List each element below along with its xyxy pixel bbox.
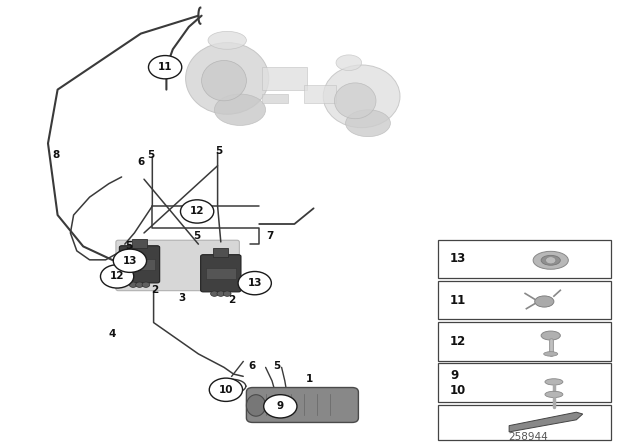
Bar — [124, 259, 155, 270]
Text: 11: 11 — [158, 62, 172, 72]
Text: 13: 13 — [248, 278, 262, 288]
Text: 4: 4 — [108, 329, 116, 339]
FancyBboxPatch shape — [246, 388, 358, 422]
Text: 258944: 258944 — [508, 432, 548, 442]
Text: 3: 3 — [179, 293, 186, 303]
Circle shape — [545, 257, 556, 264]
Text: 13: 13 — [123, 256, 137, 266]
Ellipse shape — [541, 331, 561, 340]
Text: 5: 5 — [147, 151, 155, 160]
Circle shape — [223, 291, 231, 297]
Circle shape — [217, 291, 225, 297]
Text: 2: 2 — [151, 285, 159, 295]
Ellipse shape — [186, 43, 269, 114]
Ellipse shape — [545, 379, 563, 385]
Ellipse shape — [323, 65, 400, 128]
FancyBboxPatch shape — [119, 246, 160, 283]
FancyBboxPatch shape — [116, 240, 239, 291]
Bar — [205, 268, 236, 279]
Text: 10: 10 — [219, 385, 233, 395]
Bar — [262, 67, 307, 90]
Bar — [438, 405, 611, 439]
Text: 8: 8 — [52, 151, 60, 160]
Text: 13: 13 — [450, 252, 466, 266]
Text: 9: 9 — [276, 401, 284, 411]
Circle shape — [142, 282, 150, 288]
FancyBboxPatch shape — [200, 254, 241, 292]
Bar — [262, 94, 288, 103]
Text: 1: 1 — [305, 374, 313, 383]
Ellipse shape — [336, 55, 362, 71]
Ellipse shape — [545, 391, 563, 397]
Text: 9
10: 9 10 — [450, 369, 466, 396]
Text: 5: 5 — [125, 241, 133, 250]
Ellipse shape — [541, 255, 561, 265]
Circle shape — [148, 56, 182, 79]
Circle shape — [136, 282, 143, 288]
Text: 7: 7 — [266, 231, 274, 241]
Circle shape — [113, 249, 147, 272]
Text: 12: 12 — [110, 271, 124, 281]
Ellipse shape — [208, 31, 246, 49]
Text: 12: 12 — [190, 207, 204, 216]
Ellipse shape — [334, 83, 376, 119]
Text: 11: 11 — [450, 293, 466, 307]
Bar — [438, 240, 611, 278]
Bar — [304, 85, 336, 103]
Text: 5: 5 — [193, 231, 201, 241]
Polygon shape — [509, 412, 583, 432]
Ellipse shape — [346, 110, 390, 137]
Text: 5: 5 — [273, 361, 281, 371]
Circle shape — [180, 200, 214, 223]
Text: 6: 6 — [137, 157, 145, 167]
Text: 5: 5 — [215, 146, 223, 156]
Circle shape — [264, 395, 297, 418]
Bar — [132, 239, 147, 248]
Ellipse shape — [535, 296, 554, 307]
Circle shape — [211, 291, 218, 297]
Ellipse shape — [533, 251, 568, 269]
Circle shape — [238, 271, 271, 295]
Text: 2: 2 — [228, 295, 236, 305]
Text: 6: 6 — [248, 361, 255, 371]
Bar — [438, 363, 611, 402]
Ellipse shape — [202, 60, 246, 101]
Circle shape — [100, 265, 134, 288]
Bar — [438, 281, 611, 319]
Text: 12: 12 — [450, 335, 466, 348]
Ellipse shape — [246, 395, 266, 416]
Bar — [438, 322, 611, 361]
Ellipse shape — [544, 352, 558, 356]
Circle shape — [209, 378, 243, 401]
Ellipse shape — [214, 94, 266, 125]
Bar — [213, 248, 228, 257]
Circle shape — [129, 282, 137, 288]
